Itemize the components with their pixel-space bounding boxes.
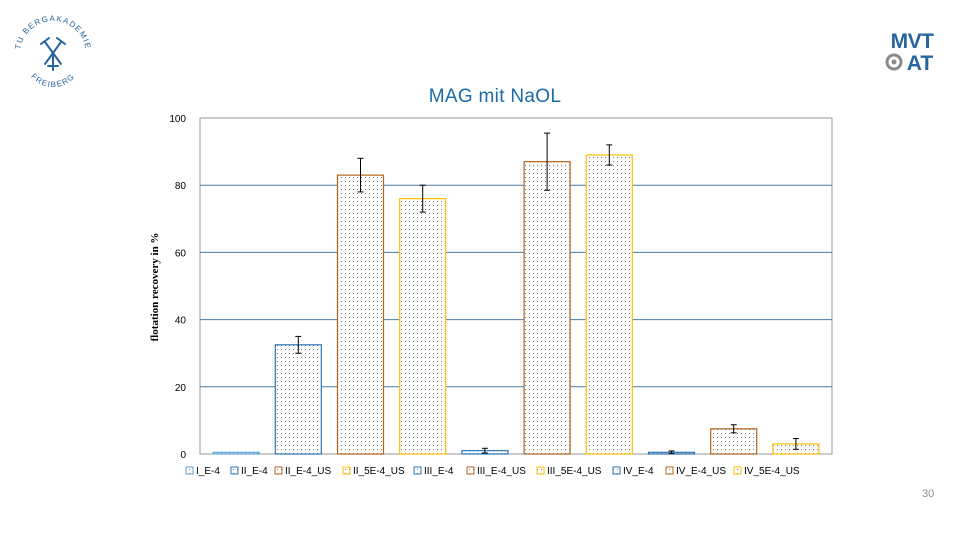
legend-label-III_E-4: III_E-4 bbox=[424, 466, 454, 477]
legend-label-II_5E-4_US: II_5E-4_US bbox=[353, 466, 405, 477]
y-axis-ticks: 0 20 40 60 80 100 bbox=[169, 114, 186, 461]
bar-III_E-4_US bbox=[523, 161, 571, 455]
tu-bergakademie-freiberg-logo: TU BERGAKADEMIE FREIBERG bbox=[13, 14, 91, 89]
page-number: 30 bbox=[922, 488, 935, 500]
legend-swatch-II_5E-4_US bbox=[342, 466, 351, 475]
legend-swatch-III_E-4 bbox=[413, 466, 422, 475]
y-tick-label: 100 bbox=[169, 114, 186, 125]
bar-III_5E-4_US bbox=[585, 154, 633, 455]
bar-II_E-4 bbox=[274, 344, 322, 455]
legend-swatch-III_E-4_US bbox=[466, 466, 475, 475]
y-tick-label: 0 bbox=[180, 450, 186, 461]
legend-swatch-IV_E-4 bbox=[612, 466, 621, 475]
mvtat-logo: MVT AT bbox=[885, 30, 935, 74]
legend-label-II_E-4_US: II_E-4_US bbox=[285, 466, 331, 477]
y-tick-label: 60 bbox=[175, 248, 187, 259]
legend-label-III_E-4_US: III_E-4_US bbox=[477, 466, 526, 477]
bars bbox=[212, 154, 820, 455]
chart-title: MAG mit NaOL bbox=[428, 86, 562, 107]
y-tick-label: 40 bbox=[175, 316, 187, 327]
y-axis-label: flotation recovery in % bbox=[149, 233, 161, 342]
bar-II_E-4_US bbox=[336, 174, 385, 455]
legend-label-III_5E-4_US: III_5E-4_US bbox=[547, 466, 602, 477]
legend-swatch-II_E-4_US bbox=[274, 466, 283, 475]
bar-II_5E-4_US bbox=[399, 198, 447, 455]
legend-swatch-IV_E-4_US bbox=[665, 466, 674, 475]
logo-right-line2: AT bbox=[907, 52, 934, 74]
gear-icon bbox=[885, 53, 903, 71]
legend-label-IV_5E-4_US: IV_5E-4_US bbox=[744, 466, 800, 477]
y-tick-label: 80 bbox=[175, 181, 187, 192]
y-tick-label: 20 bbox=[175, 383, 187, 394]
legend-swatch-II_E-4 bbox=[230, 466, 239, 475]
bar-I_E-4 bbox=[212, 451, 260, 455]
legend-swatch-IV_5E-4_US bbox=[733, 466, 742, 475]
legend-swatch-III_5E-4_US bbox=[536, 466, 545, 475]
legend-label-I_E-4: I_E-4 bbox=[196, 466, 220, 477]
legend-label-IV_E-4_US: IV_E-4_US bbox=[676, 466, 726, 477]
error-bars bbox=[295, 132, 799, 455]
legend-label-IV_E-4: IV_E-4 bbox=[623, 466, 654, 477]
logo-right-line1: MVT bbox=[891, 30, 935, 53]
legend: I_E-4 II_E-4 II_E-4_US II_5E-4_US III_E-4 III… bbox=[185, 466, 800, 477]
legend-label-II_E-4: II_E-4 bbox=[241, 466, 268, 477]
legend-swatch-I_E-4 bbox=[185, 466, 194, 475]
hammer-pick-icon bbox=[40, 37, 66, 71]
